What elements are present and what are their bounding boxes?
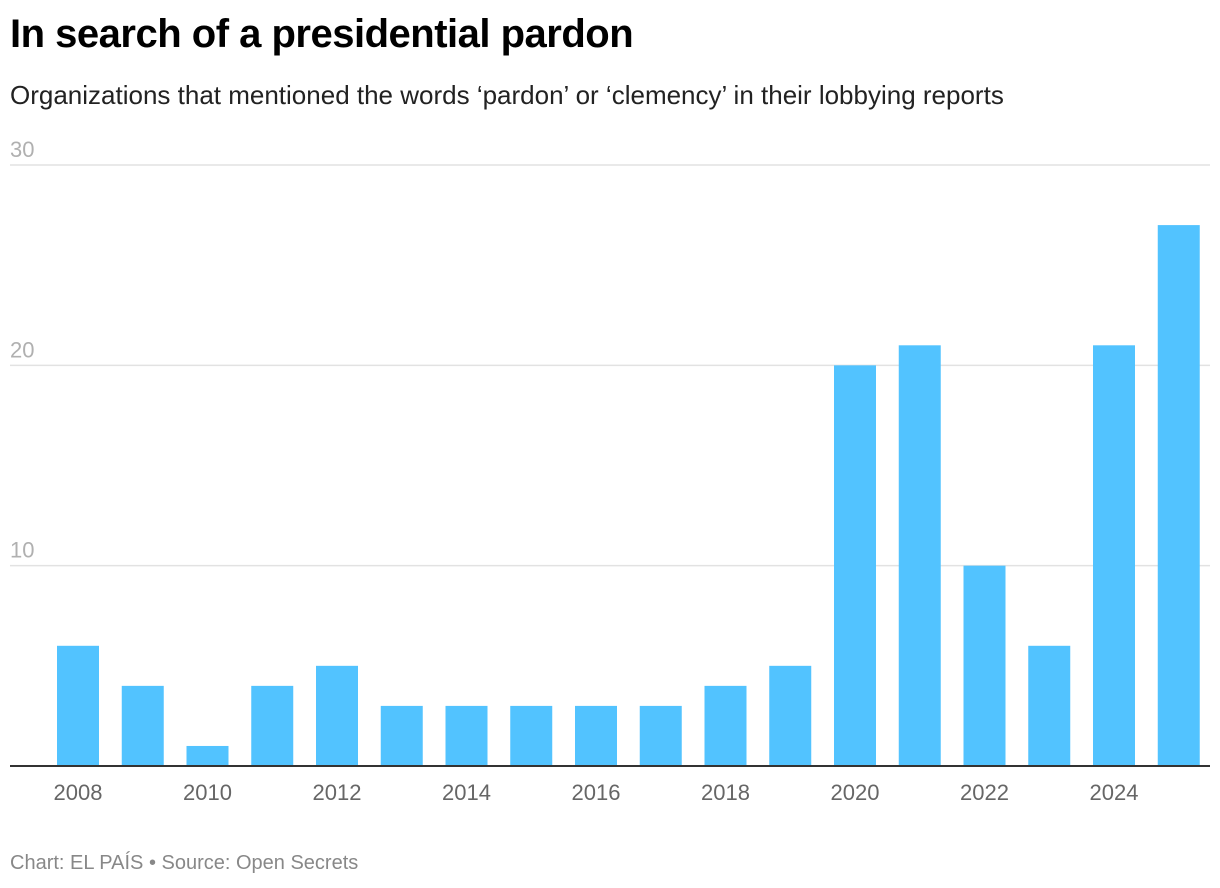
chart-footer-source: Chart: EL PAÍS • Source: Open Secrets xyxy=(10,852,359,874)
x-tick-label: 2022 xyxy=(960,780,1009,805)
bar-2011 xyxy=(251,685,294,766)
gridlines xyxy=(10,164,1210,567)
bars xyxy=(57,225,1200,767)
bar-2022 xyxy=(963,565,1006,766)
bar-2020 xyxy=(834,365,876,766)
bar-2012 xyxy=(316,665,358,766)
x-tick-label: 2020 xyxy=(831,780,880,805)
x-tick-label: 2016 xyxy=(572,780,621,805)
bar-2013 xyxy=(380,705,423,766)
chart-title: In search of a presidential pardon xyxy=(10,12,634,56)
bar-2023 xyxy=(1028,645,1071,766)
bar-2008 xyxy=(57,645,99,766)
bar-2015 xyxy=(510,705,553,766)
x-tick-label: 2024 xyxy=(1090,780,1139,805)
bar-2014 xyxy=(445,705,488,766)
bar-2025 xyxy=(1157,225,1200,767)
x-axis-ticks: 2008 2010 2012 2014 2016 2018 2020 2022 2024 xyxy=(54,780,1139,805)
bar-2018 xyxy=(704,685,747,766)
x-tick-label: 2012 xyxy=(313,780,362,805)
x-tick-label: 2014 xyxy=(442,780,491,805)
bar-2010 xyxy=(186,745,229,766)
y-axis-ticks: 10 20 30 xyxy=(10,137,34,563)
bar-2021 xyxy=(898,345,941,766)
bar-2016 xyxy=(575,705,617,766)
x-tick-label: 2008 xyxy=(54,780,103,805)
bar-2024 xyxy=(1093,345,1135,766)
x-tick-label: 2018 xyxy=(701,780,750,805)
x-tick-label: 2010 xyxy=(183,780,232,805)
bar-2009 xyxy=(121,685,164,766)
y-tick-label: 20 xyxy=(10,337,34,362)
bar-2019 xyxy=(769,665,812,766)
bar-2017 xyxy=(639,705,682,766)
y-tick-label: 10 xyxy=(10,538,34,563)
chart-subtitle: Organizations that mentioned the words ‘… xyxy=(10,80,1004,110)
y-tick-label: 30 xyxy=(10,137,34,162)
